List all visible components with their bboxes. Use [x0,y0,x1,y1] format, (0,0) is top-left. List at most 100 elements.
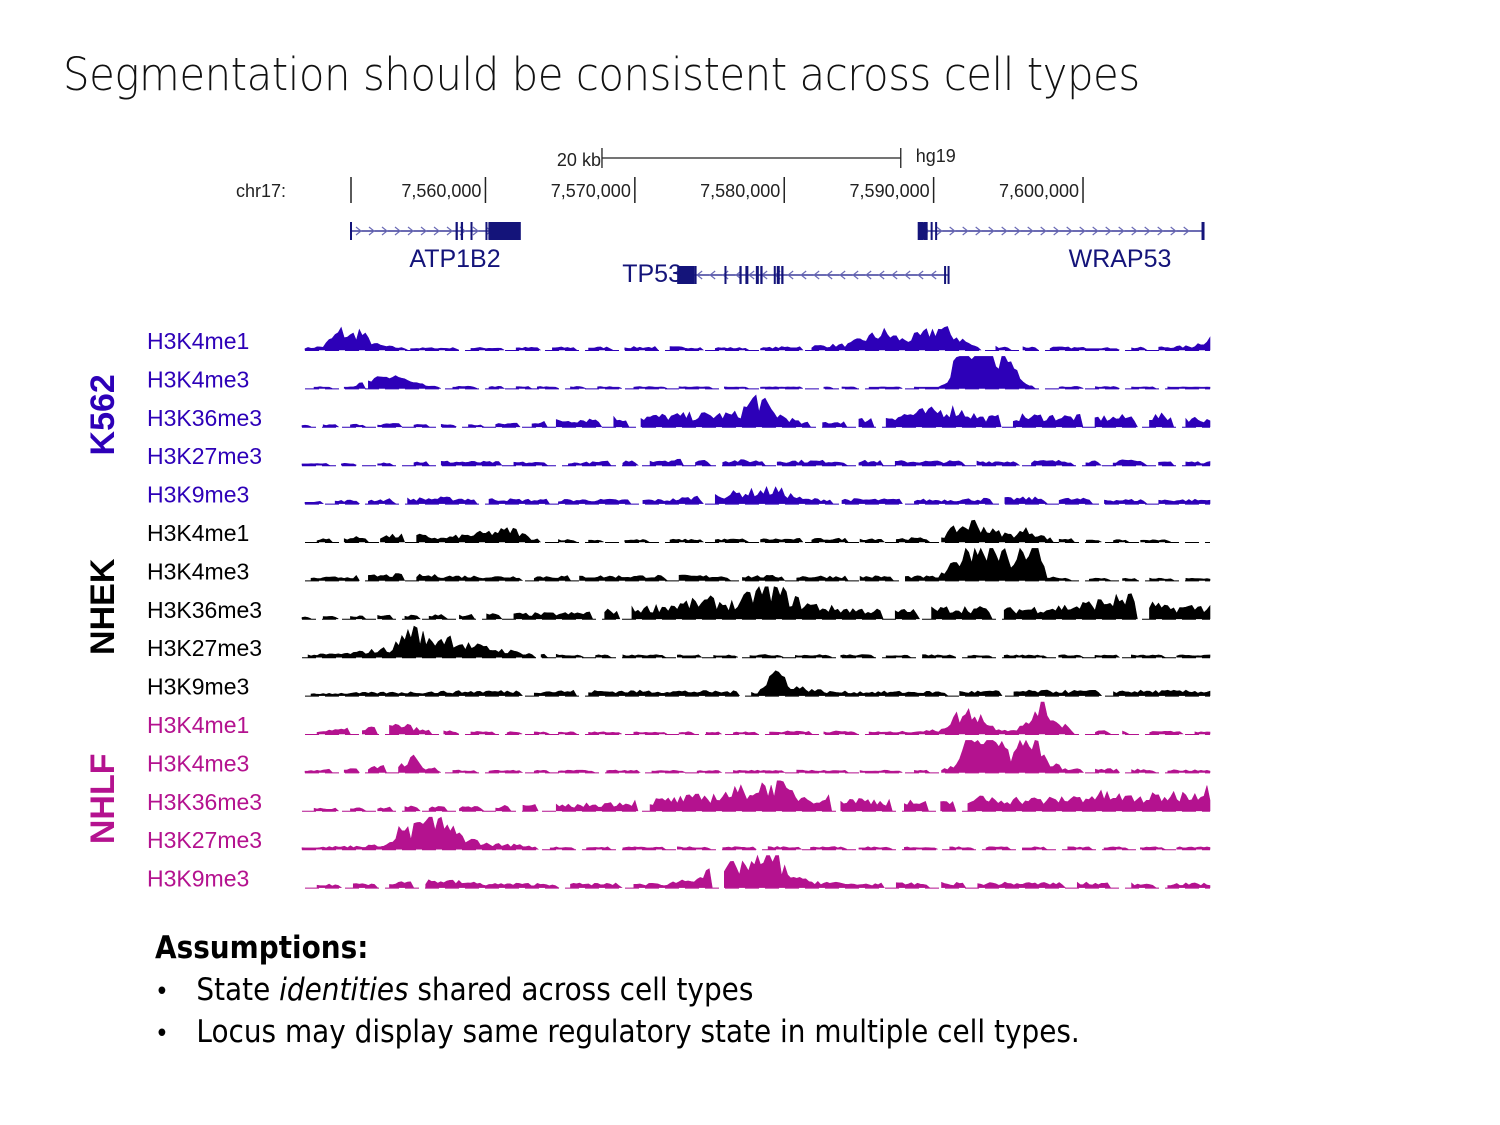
track-label: H3K4me3 [147,750,249,776]
strand-arrow-icon [1157,226,1164,236]
signal-area [313,780,1211,812]
signal-area [310,547,1211,581]
ruler-tick-label: 7,580,000 [700,181,780,201]
track-label: H3K4me1 [147,712,249,738]
exon [460,222,464,240]
strand-arrow-icon [1066,226,1073,236]
cell-type-label: NHLF [84,753,122,844]
chromosome-label: chr17: [236,181,286,201]
signal-tracks: K562 H3K4me1 H3K4me3 H3K36me3 H3K27me3 H3K9me… [84,326,1211,892]
track-nhek-h3k4me1[interactable]: H3K4me1 [147,519,1210,546]
track-nhlf-h3k9me3[interactable]: H3K9me3 [147,854,1211,892]
track-label: H3K27me3 [147,827,262,853]
strand-arrow-icon [813,270,820,280]
exon [776,266,780,284]
track-nhlf-h3k36me3[interactable]: H3K36me3 [147,780,1211,815]
ruler-tick-label: 7,560,000 [401,181,481,201]
track-label: H3K4me3 [147,366,249,392]
strand-arrow-icon [420,226,427,236]
gene-atp1b2[interactable]: ATP1B2 [350,222,521,273]
exon [773,266,776,284]
strand-arrow-icon [1040,226,1047,236]
track-nhek-h3k27me3[interactable]: H3K27me3 [147,625,1211,661]
track-k562-h3k9me3[interactable]: H3K9me3 [147,482,1211,508]
track-k562-h3k36me3[interactable]: H3K36me3 [147,394,1211,431]
bullet-icon: • [155,1019,169,1049]
strand-arrow-icon [709,270,716,280]
track-k562-h3k4me1[interactable]: H3K4me1 [147,326,1211,354]
assumptions-section: Assumptions: • State identities shared a… [155,930,1183,1050]
track-label: H3K9me3 [147,674,249,700]
strand-arrow-icon [1118,226,1125,236]
strand-arrow-icon [839,270,846,280]
strand-arrow-icon [696,270,703,280]
strand-arrow-icon [787,270,794,280]
track-nhek-h3k36me3[interactable]: H3K36me3 [147,586,1211,623]
track-k562-h3k27me3[interactable]: H3K27me3 [147,443,1211,469]
track-label: H3K27me3 [147,443,262,469]
strand-arrow-icon [368,226,375,236]
assumption-bullet-1: • State identities shared across cell ty… [155,972,1080,1008]
exon [935,222,938,240]
utr-block [920,223,927,239]
strand-arrow-icon [394,226,401,236]
ruler-tick-label: 7,590,000 [850,181,930,201]
strand-arrow-icon [1170,226,1177,236]
gene-label: ATP1B2 [409,245,500,273]
cell-type-k562: K562 H3K4me1 H3K4me3 H3K36me3 H3K27me3 H3K9me… [84,326,1211,508]
signal-area [307,625,1211,658]
strand-arrow-icon [1079,226,1086,236]
strand-arrow-icon [1183,226,1190,236]
gene-label: WRAP53 [1069,245,1172,273]
signal-area [310,670,1211,696]
strand-arrow-icon [1092,226,1099,236]
strand-arrow-icon [381,226,388,236]
track-nhek-h3k4me3[interactable]: H3K4me3 [147,547,1211,584]
strand-arrow-icon [748,270,755,280]
gene-wrap53[interactable]: WRAP53 [917,222,1205,273]
exon [724,266,727,284]
strand-arrow-icon [433,226,440,236]
track-nhek-h3k9me3[interactable]: H3K9me3 [147,670,1211,700]
exon [470,222,473,240]
track-label: H3K4me1 [147,520,249,546]
signal-area [316,519,1171,543]
signal-area [313,356,1211,389]
scale-bar-label: 20 kb [557,150,601,170]
signal-area [301,394,1211,428]
track-nhlf-h3k4me3[interactable]: H3K4me3 [147,739,1211,776]
strand-arrow-icon [904,270,911,280]
track-label: H3K4me3 [147,558,249,584]
strand-arrow-icon [1014,226,1021,236]
strand-arrow-icon [826,270,833,280]
slide-title: Segmentation should be consistent across… [63,48,1140,101]
track-nhlf-h3k27me3[interactable]: H3K27me3 [147,816,1211,853]
gene-track: ATP1B2 TP53 WRAP53 [350,222,1205,288]
track-label: H3K27me3 [147,635,262,661]
exon [755,266,759,284]
signal-area [304,739,1211,773]
gene-tp53[interactable]: TP53 [622,260,950,288]
strand-arrow-icon [852,270,859,280]
ruler-tick-label: 7,600,000 [999,181,1079,201]
track-label: H3K4me1 [147,328,249,354]
strand-arrow-icon [962,226,969,236]
utr-block [488,223,520,239]
cell-type-nhlf: NHLF H3K4me1 H3K4me3 H3K36me3 H3K27me3 H3K9me… [84,701,1211,892]
track-label: H3K36me3 [147,405,262,431]
strand-arrow-icon [865,270,872,280]
track-nhlf-h3k4me1[interactable]: H3K4me1 [147,701,1211,738]
track-k562-h3k4me3[interactable]: H3K4me3 [147,356,1211,392]
signal-area [301,458,1211,466]
signal-area [304,326,1211,351]
strand-arrow-icon [1144,226,1151,236]
exon [694,266,697,284]
bullet-icon: • [155,977,169,1007]
strand-arrow-icon [1001,226,1008,236]
strand-arrow-icon [355,226,362,236]
strand-arrow-icon [930,270,937,280]
track-label: H3K9me3 [147,866,249,892]
strand-arrow-icon [917,270,924,280]
assembly-label: hg19 [916,146,956,166]
track-label: H3K36me3 [147,597,262,623]
